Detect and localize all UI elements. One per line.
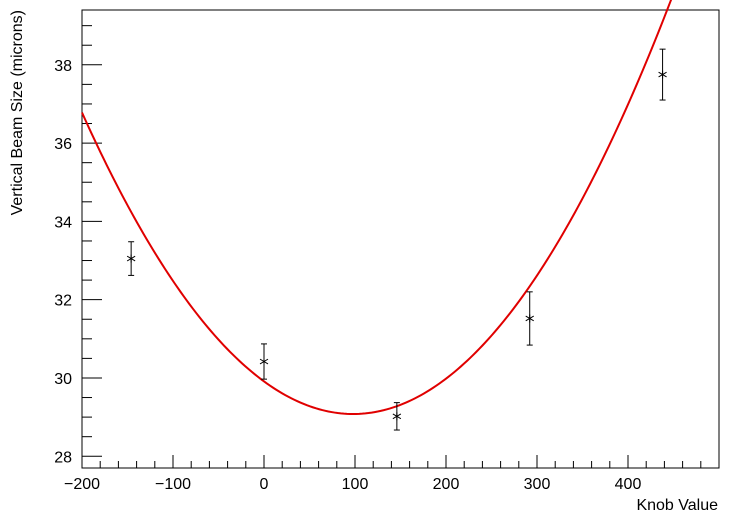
x-tick-label: −100: [155, 476, 191, 493]
x-tick-label: 300: [524, 476, 551, 493]
fit-curve-layer: [81, 0, 673, 415]
x-tick-label: 100: [342, 476, 369, 493]
y-axis: 28 30 32 34 36 38: [54, 25, 102, 466]
asterisk-marker: [126, 254, 136, 263]
x-axis-title: Knob Value: [636, 497, 718, 514]
asterisk-marker: [392, 412, 402, 421]
y-tick-label: 28: [54, 449, 72, 466]
x-tick-label: 0: [260, 476, 269, 493]
data-point: [126, 241, 136, 276]
x-tick-label: 200: [433, 476, 460, 493]
asterisk-marker: [259, 357, 269, 366]
y-tick-label: 32: [54, 293, 72, 310]
y-tick-label: 36: [54, 136, 72, 153]
asterisk-marker: [658, 70, 667, 79]
plot-frame: [81, 9, 720, 469]
data-points-layer: [126, 48, 667, 431]
data-point: [658, 48, 667, 101]
y-axis-title: Vertical Beam Size (microns): [9, 10, 26, 215]
data-point: [525, 291, 534, 346]
y-tick-label: 30: [54, 371, 72, 388]
x-tick-label: 400: [615, 476, 642, 493]
fit-curve: [81, 0, 673, 415]
y-tick-label: 38: [54, 58, 72, 75]
y-tick-label: 34: [54, 214, 72, 231]
data-point: [259, 343, 269, 380]
x-tick-label: −200: [64, 476, 100, 493]
asterisk-marker: [525, 314, 534, 323]
x-axis: −200 −100 0 100 200 300 400: [64, 455, 720, 493]
data-point: [392, 402, 402, 431]
